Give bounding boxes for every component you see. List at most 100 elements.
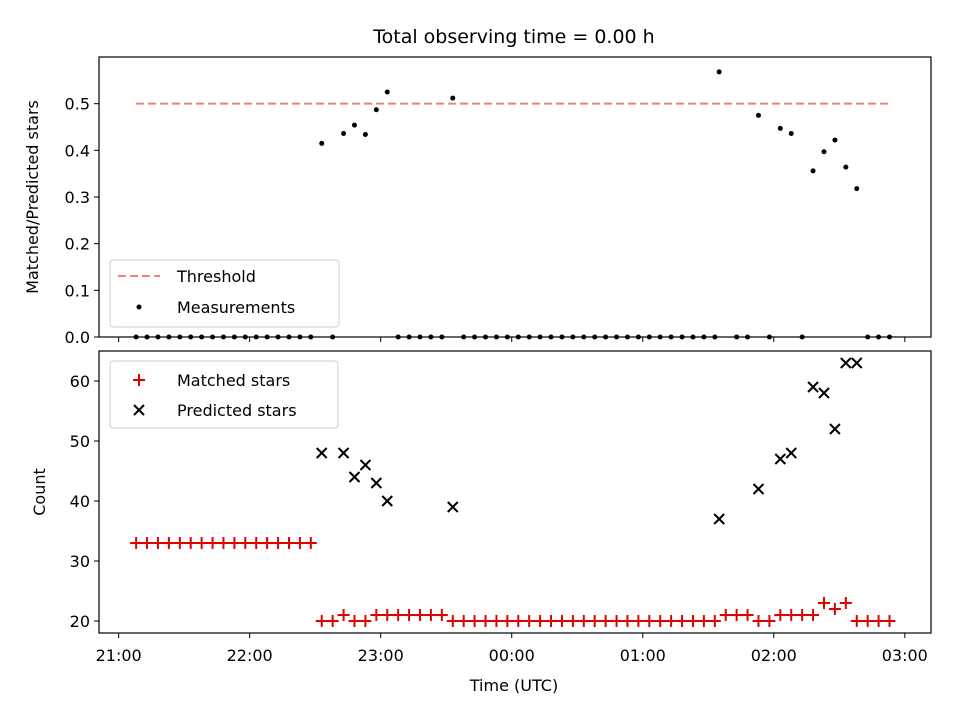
measurement-point bbox=[286, 334, 292, 340]
matched-star-point bbox=[850, 615, 863, 627]
predicted-star-b bbox=[447, 501, 459, 513]
matched-star-point bbox=[599, 615, 612, 627]
measurement-point bbox=[603, 334, 609, 340]
measurement-point bbox=[155, 334, 161, 340]
top-y-tick-label: 0.4 bbox=[65, 141, 90, 160]
measurement-point bbox=[679, 334, 685, 340]
measurement-point bbox=[559, 334, 565, 340]
bottom-y-axis-label: Count bbox=[30, 468, 49, 516]
matched-star-point bbox=[566, 615, 579, 627]
measurement-point bbox=[504, 334, 510, 340]
matched-star-point bbox=[763, 615, 776, 627]
measurement-point bbox=[351, 122, 357, 128]
matched-star-point bbox=[523, 615, 536, 627]
measurement-point bbox=[199, 334, 205, 340]
measurement-point bbox=[253, 334, 259, 340]
matched-star-point bbox=[414, 609, 427, 621]
matched-star-point bbox=[512, 615, 525, 627]
matched-star-point bbox=[479, 615, 492, 627]
matched-star-point bbox=[588, 615, 601, 627]
measurement-point bbox=[144, 334, 150, 340]
matched-star-point bbox=[861, 615, 874, 627]
matched-star-point bbox=[468, 615, 481, 627]
bottom-legend-box bbox=[109, 360, 339, 429]
measurement-point bbox=[515, 334, 521, 340]
matched-star-point bbox=[719, 609, 732, 621]
matched-star-point bbox=[654, 615, 667, 627]
measurement-point bbox=[716, 69, 722, 75]
measurement-point bbox=[362, 131, 368, 137]
matched-star-point bbox=[697, 615, 710, 627]
legend-measurements-swatch bbox=[136, 304, 142, 310]
matched-star-point bbox=[545, 615, 558, 627]
measurement-point bbox=[483, 334, 489, 340]
matched-star-point bbox=[130, 537, 143, 549]
predicted-star-point bbox=[316, 447, 328, 459]
matched-star-point bbox=[490, 615, 503, 627]
measurement-point bbox=[887, 334, 893, 340]
measurement-point bbox=[734, 334, 740, 340]
measurement-point bbox=[635, 334, 641, 340]
bottom-y-tick-label: 30 bbox=[70, 552, 90, 571]
predicted-star-b bbox=[774, 453, 787, 465]
top-y-ticks: 0.0 0.1 0.2 0.3 0.4 0.5 bbox=[65, 95, 99, 347]
predicted-star-b bbox=[785, 447, 797, 459]
predicted-star-point bbox=[381, 495, 393, 507]
legend-predicted-label: Predicted stars bbox=[177, 401, 297, 420]
predicted-star-b bbox=[807, 381, 819, 393]
measurement-point bbox=[308, 334, 314, 340]
bottom-y-tick-label: 20 bbox=[70, 612, 90, 631]
measurement-point bbox=[777, 125, 783, 131]
measurement-point bbox=[461, 334, 467, 340]
legend-matched-swatch bbox=[133, 374, 145, 386]
measurement-point bbox=[821, 149, 827, 155]
legend-measurements-label: Measurements bbox=[177, 298, 295, 317]
measurement-point bbox=[275, 334, 281, 340]
measurement-point bbox=[865, 334, 871, 340]
measurement-point bbox=[690, 334, 696, 340]
measurement-point bbox=[668, 334, 674, 340]
predicted-star-b bbox=[818, 387, 830, 399]
bottom-x-ticks: 21:00 22:00 23:00 00:00 01:00 02:00 03:00 bbox=[96, 633, 928, 665]
matched-star-point bbox=[774, 609, 787, 621]
legend-predicted-swatch bbox=[133, 404, 145, 416]
predicted-star-point bbox=[774, 453, 787, 465]
predicted-star-b bbox=[851, 357, 863, 369]
matched-star-point bbox=[206, 537, 219, 549]
matched-star-point bbox=[741, 609, 754, 621]
matched-star-point bbox=[839, 597, 852, 609]
predicted-star-b bbox=[713, 513, 725, 525]
x-tick-label: 01:00 bbox=[620, 646, 666, 665]
predicted-star-b bbox=[348, 471, 361, 483]
matched-star-point bbox=[151, 537, 164, 549]
measurement-point bbox=[810, 168, 816, 174]
predicted-star-point bbox=[807, 381, 819, 393]
matched-star-point bbox=[435, 609, 448, 621]
matched-star-point bbox=[293, 537, 306, 549]
measurement-point bbox=[384, 89, 390, 95]
legend-matched-label: Matched stars bbox=[177, 371, 290, 390]
matched-star-point bbox=[381, 609, 394, 621]
bottom-legend: Matched stars Predicted stars bbox=[109, 360, 339, 429]
bottom-plot-marks bbox=[130, 357, 896, 627]
matched-star-point bbox=[403, 609, 416, 621]
matched-star-point bbox=[730, 609, 743, 621]
measurement-point bbox=[472, 334, 478, 340]
measurement-point bbox=[406, 334, 412, 340]
measurement-point bbox=[242, 334, 248, 340]
measurement-point bbox=[428, 334, 434, 340]
measurement-point bbox=[210, 334, 216, 340]
predicted-star-b bbox=[752, 483, 765, 495]
matched-star-point bbox=[534, 615, 547, 627]
matched-star-point bbox=[272, 537, 285, 549]
bottom-axes-frame bbox=[98, 350, 932, 634]
measurement-point bbox=[417, 334, 423, 340]
x-tick-label: 02:00 bbox=[751, 646, 797, 665]
matched-star-point bbox=[217, 537, 230, 549]
matched-star-point bbox=[348, 615, 361, 627]
measurement-point bbox=[701, 334, 707, 340]
measurement-point bbox=[843, 164, 849, 170]
measurement-point bbox=[493, 334, 499, 340]
matched-star-point bbox=[665, 615, 678, 627]
measurement-point bbox=[373, 107, 379, 113]
